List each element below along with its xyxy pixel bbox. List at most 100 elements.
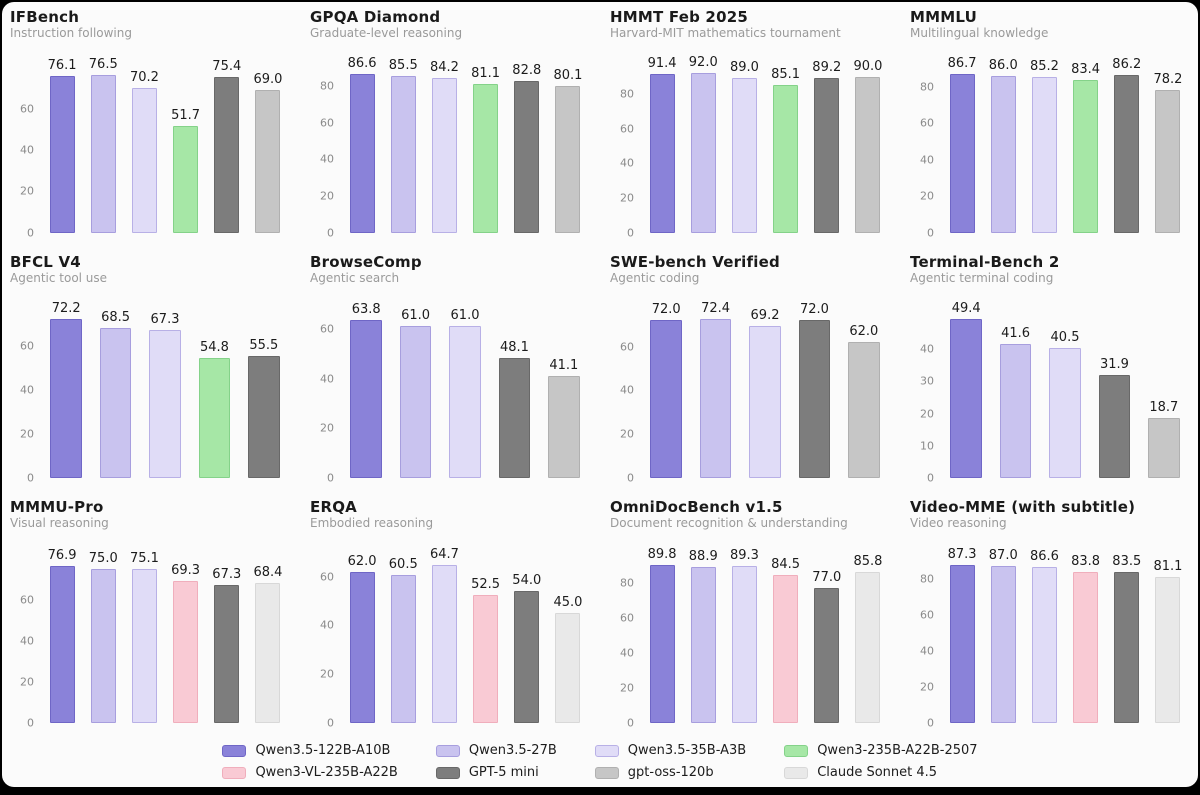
bar-gpt-5-mini bbox=[1114, 572, 1140, 723]
bar-qwen3-5-27b bbox=[990, 565, 1016, 723]
bar-group: 41.6 bbox=[995, 296, 1035, 478]
legend-entry-gpt-oss-120b: gpt-oss-120b bbox=[594, 765, 746, 780]
bar-group: 70.2 bbox=[128, 51, 160, 233]
y-tick-label: 80 bbox=[320, 79, 334, 93]
bar-qwen3-5-27b bbox=[690, 566, 716, 723]
bar-group: 69.3 bbox=[170, 541, 202, 723]
y-axis-ticks: 0 20 40 60 bbox=[310, 296, 336, 484]
y-tick-label: 0 bbox=[927, 226, 934, 240]
bars-area: 63.8 61.0 61.0 48.1 41.1 bbox=[336, 296, 592, 478]
bar-value-label: 85.1 bbox=[771, 67, 801, 83]
bar-qwen3-5-122b-a10b bbox=[650, 320, 682, 478]
bar-value-label: 70.2 bbox=[129, 69, 159, 85]
y-tick-label: 20 bbox=[620, 191, 634, 205]
y-tick-label: 60 bbox=[20, 102, 34, 116]
y-tick-label: 60 bbox=[320, 116, 334, 130]
bar-value-label: 85.8 bbox=[853, 554, 883, 570]
bar-qwen3-5-35b-a3b bbox=[731, 78, 757, 233]
bar-group: 83.8 bbox=[1070, 541, 1102, 723]
bar-qwen3-5-27b bbox=[90, 569, 116, 723]
y-tick-label: 40 bbox=[320, 618, 334, 632]
legend-model-label: gpt-oss-120b bbox=[627, 765, 714, 780]
bar-qwen3-5-27b bbox=[699, 319, 732, 478]
y-tick-label: 40 bbox=[20, 143, 34, 157]
benchmark-chart-video-mme-with-subtitle: Video-MME (with subtitle) Video reasonin… bbox=[902, 492, 1198, 737]
y-axis-ticks: 0 20 40 60 80 bbox=[310, 51, 336, 239]
bar-qwen3-5-35b-a3b bbox=[1031, 566, 1057, 723]
plot-area: 0 20 40 60 80 91.4 92.0 89.0 85.1 89.2 90.0 bbox=[610, 51, 892, 239]
bar-value-label: 81.1 bbox=[1153, 558, 1183, 574]
y-tick-label: 40 bbox=[320, 372, 334, 385]
legend-column: Qwen3-235B-A22B-2507 Claude Sonnet 4.5 bbox=[784, 743, 978, 780]
y-tick-label: 0 bbox=[27, 471, 34, 485]
bar-group: 90.0 bbox=[852, 51, 884, 233]
y-tick-label: 0 bbox=[327, 716, 334, 730]
bar-value-label: 91.4 bbox=[647, 56, 677, 72]
bar-gpt-5-mini bbox=[498, 358, 531, 478]
y-tick-label: 20 bbox=[320, 667, 334, 681]
bar-gpt-5-mini bbox=[214, 77, 240, 233]
legend-color-swatch bbox=[435, 744, 460, 757]
bar-group: 64.7 bbox=[428, 541, 460, 723]
chart-title: OmniDocBench v1.5 bbox=[610, 498, 783, 516]
y-tick-label: 0 bbox=[27, 716, 34, 730]
bar-group: 84.5 bbox=[770, 541, 802, 723]
bar-group: 81.1 bbox=[1152, 541, 1184, 723]
benchmark-chart-bfcl-v4: BFCL V4 Agentic tool use 0 20 40 60 72.2 68.… bbox=[2, 247, 302, 492]
bar-qwen3-5-27b bbox=[99, 327, 132, 478]
y-tick-label: 20 bbox=[920, 189, 934, 203]
bar-qwen3-5-27b bbox=[999, 344, 1032, 478]
bar-group: 62.0 bbox=[844, 296, 884, 478]
bar-qwen3-5-122b-a10b bbox=[349, 73, 375, 233]
y-tick-label: 20 bbox=[620, 681, 634, 695]
bar-qwen3-5-35b-a3b bbox=[731, 566, 757, 723]
bar-group: 80.1 bbox=[552, 51, 584, 233]
bar-qwen3-5-122b-a10b bbox=[649, 565, 675, 723]
bar-gpt-oss-120b bbox=[848, 342, 880, 478]
benchmark-chart-ifbench: IFBench Instruction following 0 20 40 60 76… bbox=[2, 2, 302, 247]
bar-gpt-5-mini bbox=[514, 80, 540, 233]
bar-value-label: 61.0 bbox=[401, 308, 431, 324]
legend-color-swatch bbox=[594, 744, 619, 757]
bar-value-label: 41.1 bbox=[549, 357, 579, 373]
bar-group: 85.8 bbox=[852, 541, 884, 723]
bar-gpt-oss-120b bbox=[548, 375, 580, 478]
bar-group: 67.3 bbox=[145, 296, 185, 478]
chart-title: Terminal-Bench 2 bbox=[910, 253, 1060, 271]
benchmark-chart-gpqa-diamond: GPQA Diamond Graduate-level reasoning 0 2… bbox=[302, 2, 602, 247]
y-tick-label: 60 bbox=[620, 340, 634, 354]
y-axis-ticks: 0 10 20 30 40 bbox=[910, 296, 936, 484]
legend-color-swatch bbox=[222, 744, 247, 757]
bar-value-label: 64.7 bbox=[429, 547, 459, 563]
plot-area: 0 20 40 60 80 86.6 85.5 84.2 81.1 82.8 80.1 bbox=[310, 51, 592, 239]
y-tick-label: 60 bbox=[920, 608, 934, 622]
bar-value-label: 84.5 bbox=[771, 556, 801, 572]
legend-model-label: GPT-5 mini bbox=[468, 765, 539, 780]
y-tick-label: 80 bbox=[920, 80, 934, 94]
bar-gpt-5-mini bbox=[814, 587, 840, 723]
y-tick-label: 60 bbox=[320, 322, 334, 336]
bar-value-label: 54.0 bbox=[512, 573, 542, 589]
bar-value-label: 89.0 bbox=[729, 60, 759, 76]
chart-title: ERQA bbox=[310, 498, 357, 516]
bar-group: 85.2 bbox=[1028, 51, 1060, 233]
bar-value-label: 89.8 bbox=[647, 547, 677, 563]
bar-qwen3-vl-235b-a22b bbox=[773, 574, 799, 723]
chart-title: MMMLU bbox=[910, 8, 977, 26]
bar-group: 86.6 bbox=[1028, 541, 1060, 723]
bar-qwen3-5-122b-a10b bbox=[49, 565, 75, 723]
bar-qwen3-vl-235b-a22b bbox=[1073, 571, 1099, 723]
y-tick-label: 30 bbox=[920, 374, 934, 388]
bar-group: 86.2 bbox=[1111, 51, 1143, 233]
y-tick-label: 10 bbox=[920, 439, 934, 453]
bar-value-label: 72.0 bbox=[799, 302, 829, 318]
legend: Qwen3.5-122B-A10B Qwen3-VL-235B-A22B Qwen3… bbox=[2, 743, 1198, 780]
bar-value-label: 90.0 bbox=[853, 58, 883, 74]
y-tick-label: 20 bbox=[920, 680, 934, 694]
bar-value-label: 52.5 bbox=[471, 576, 501, 592]
bar-value-label: 81.1 bbox=[471, 65, 501, 81]
bar-group: 54.0 bbox=[511, 541, 543, 723]
bar-qwen3-235b-a22b-2507 bbox=[1073, 80, 1099, 233]
y-tick-label: 20 bbox=[920, 407, 934, 421]
y-tick-label: 80 bbox=[620, 87, 634, 101]
